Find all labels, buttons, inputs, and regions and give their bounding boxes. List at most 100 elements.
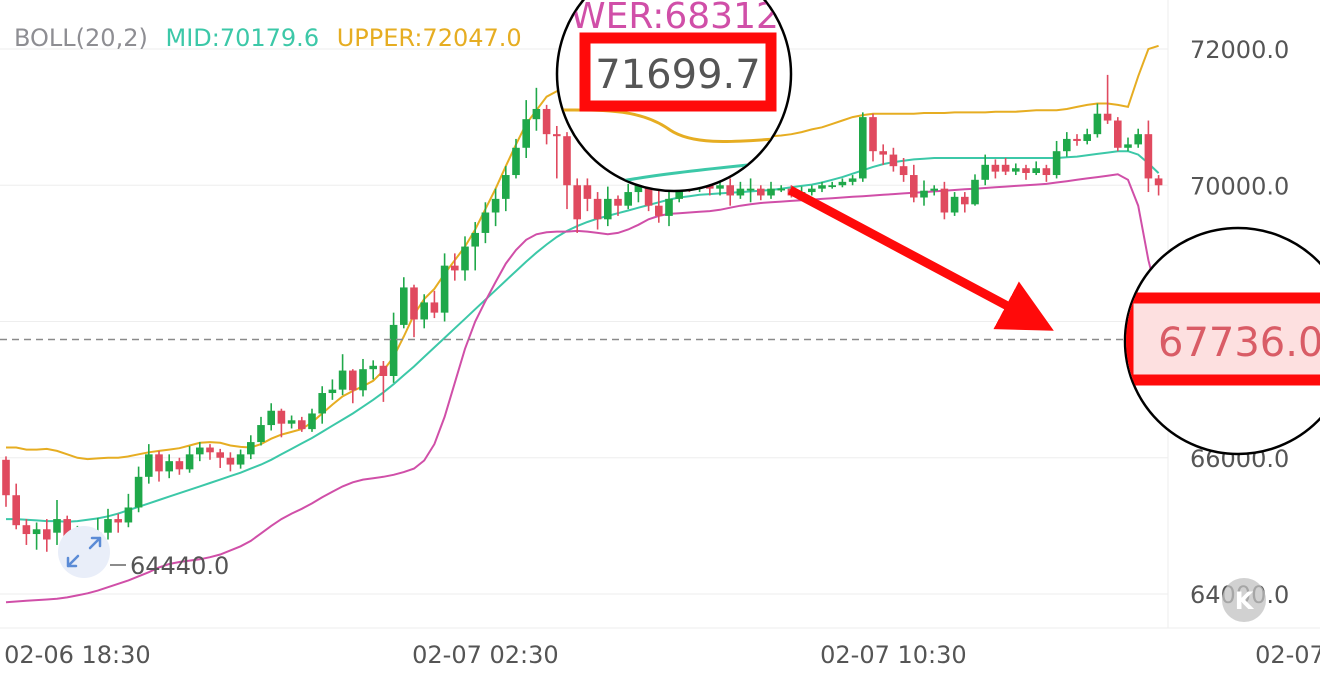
candle <box>899 158 908 182</box>
candle <box>920 180 928 206</box>
candle <box>12 483 20 530</box>
candle-body <box>430 302 439 313</box>
candle <box>1144 120 1153 193</box>
candle <box>553 125 561 179</box>
candle-body <box>808 188 816 193</box>
candle-body <box>338 370 347 390</box>
candle-body <box>1083 134 1091 141</box>
candle-body <box>196 447 204 455</box>
candle-body <box>461 246 469 271</box>
candle <box>502 166 510 212</box>
candle-body <box>389 324 398 376</box>
high-value-label: 71699.7 <box>595 52 760 98</box>
candle-body <box>379 365 388 376</box>
candle <box>1022 164 1030 180</box>
candle <box>818 181 826 193</box>
candle <box>604 186 612 227</box>
candle <box>298 416 306 432</box>
candle <box>32 522 41 550</box>
candle <box>1134 128 1142 148</box>
candle <box>481 202 490 244</box>
candle <box>400 277 408 329</box>
candle-body <box>155 454 163 472</box>
current-value-label: 67736.0 <box>1158 320 1320 366</box>
candle <box>206 444 214 460</box>
candle-body <box>32 529 41 535</box>
candle-body <box>655 205 663 216</box>
candle-body <box>471 232 479 247</box>
candle <box>277 408 286 438</box>
svg-text:K: K <box>1235 587 1255 615</box>
candle-body <box>961 196 969 205</box>
candle <box>1012 163 1020 176</box>
candle-body <box>1093 113 1102 135</box>
candle-body <box>114 519 122 523</box>
candle-body <box>563 136 571 186</box>
candle-body <box>716 185 724 189</box>
candle <box>573 178 581 233</box>
candle-body <box>1144 134 1153 179</box>
candle <box>746 178 755 203</box>
candle-body <box>746 188 755 191</box>
candle <box>1001 158 1010 176</box>
watermark-logo: K <box>1222 578 1266 622</box>
candle <box>247 435 255 460</box>
candle <box>318 386 326 424</box>
candle-body <box>440 265 449 313</box>
candle-body <box>930 188 938 191</box>
candle <box>828 181 836 189</box>
candle <box>1124 137 1132 152</box>
candle <box>614 195 622 216</box>
candle-body <box>828 185 836 188</box>
candle-body <box>1114 120 1122 148</box>
lower-band-label-zoomed: WER:68312 <box>570 0 779 37</box>
candle <box>491 188 500 227</box>
candle <box>379 361 388 402</box>
candle <box>593 192 602 230</box>
candle-body <box>553 134 561 137</box>
candle-body <box>328 389 337 394</box>
candle <box>583 178 592 212</box>
candle <box>910 164 918 203</box>
candle-body <box>950 196 959 213</box>
candle-body <box>522 119 530 148</box>
candle-body <box>757 188 765 196</box>
candle-body <box>991 164 1000 172</box>
expand-icon[interactable] <box>58 526 110 578</box>
candle <box>879 144 887 165</box>
candle <box>665 187 673 227</box>
candle-body <box>604 198 612 220</box>
candle-body <box>767 188 775 196</box>
candle <box>1154 175 1163 196</box>
candle <box>134 466 143 513</box>
candle <box>389 312 398 383</box>
candle-body <box>940 188 949 213</box>
candle <box>532 87 541 131</box>
candle <box>328 379 337 400</box>
candle-body <box>277 410 286 424</box>
candle-body <box>1012 168 1020 172</box>
candle-body <box>542 108 551 135</box>
candle <box>114 513 122 533</box>
candle <box>991 159 1000 179</box>
candle <box>1093 103 1102 138</box>
candle-body <box>12 495 20 526</box>
candle <box>451 253 459 281</box>
candle-body <box>1063 138 1071 152</box>
candle-body <box>369 365 377 370</box>
candle <box>349 369 357 404</box>
x-tick-label: 02-07 1 <box>1255 641 1320 669</box>
candle <box>859 112 867 182</box>
candle <box>22 519 31 545</box>
candle-body <box>971 179 979 205</box>
candle <box>420 294 428 329</box>
candle-body <box>838 181 847 186</box>
candle-body <box>216 452 224 458</box>
candle-body <box>777 188 785 191</box>
candle <box>950 192 959 216</box>
candle <box>267 403 275 431</box>
candle <box>940 181 949 220</box>
candle-body <box>165 461 173 472</box>
candle-body <box>451 265 459 271</box>
